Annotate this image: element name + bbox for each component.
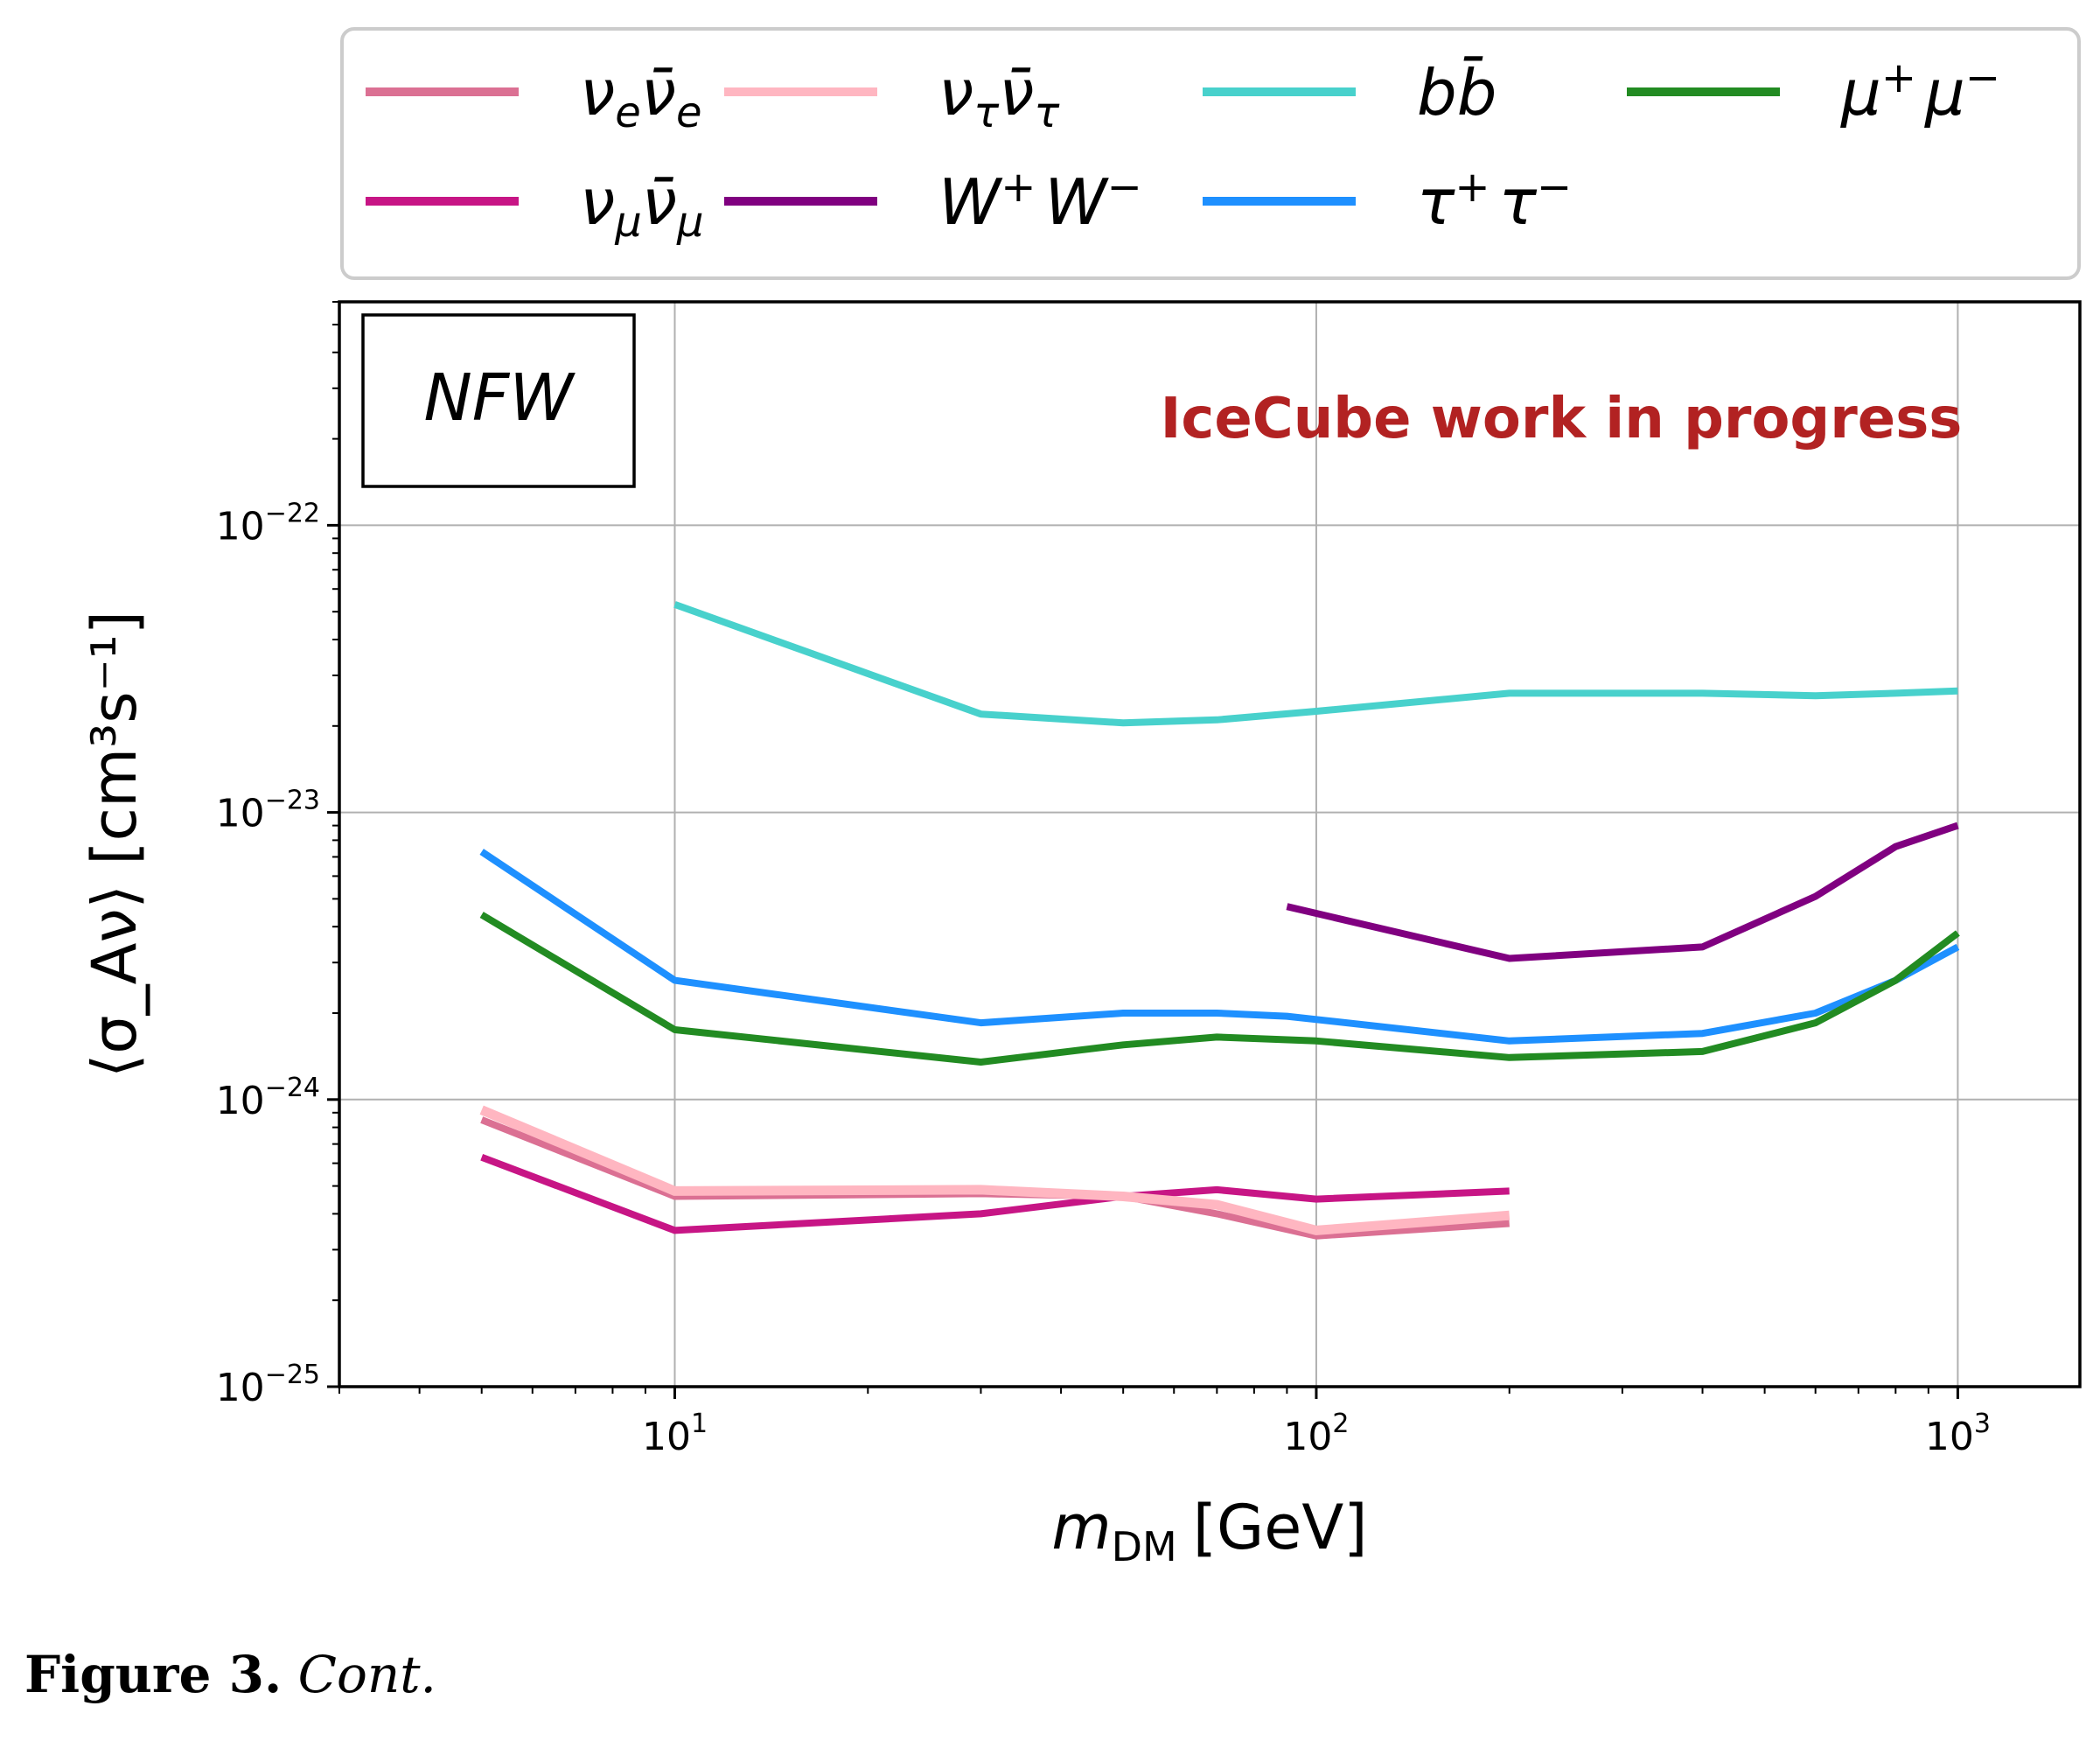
figure-caption: Figure 3. Cont. <box>24 1645 436 1704</box>
plot-frame <box>338 300 2082 1388</box>
caption-text: Cont. <box>297 1645 436 1704</box>
y-tick-label: 10−22 <box>216 498 320 549</box>
axis-ticks: 101 102 103 10−25 10−24 10−23 10−22 <box>216 301 1991 1459</box>
y-tick-label: 10−23 <box>216 786 320 836</box>
y-tick-label: 10−24 <box>216 1073 320 1123</box>
legend-label: μ+ μ− <box>1840 53 2000 129</box>
legend-label: ντν̄τ <box>938 56 1060 137</box>
y-tick-label: 10−25 <box>216 1360 320 1410</box>
legend-label: W+ W− <box>938 163 1142 239</box>
x-tick-label: 101 <box>642 1409 708 1459</box>
legend-label: νeν̄e <box>580 56 702 137</box>
y-axis-label: ⟨σ_Aν⟩ [cm³s⁻¹] <box>79 611 150 1078</box>
x-axis-label: mDM [GeV] <box>1051 1492 1367 1570</box>
annotation: IceCube work in progress <box>1161 387 1963 451</box>
series-line <box>479 1105 1510 1235</box>
profile-label: NFW <box>423 360 576 436</box>
caption-label: Figure 3. <box>24 1645 283 1704</box>
x-tick-label: 102 <box>1283 1409 1349 1459</box>
x-tick-label: 103 <box>1925 1409 1991 1459</box>
profile-box <box>361 313 636 488</box>
legend-label: bb̄ <box>1417 56 1497 129</box>
series-line <box>479 912 1960 1066</box>
series-line <box>479 849 1960 1045</box>
legend: νeν̄e ντν̄τ bb̄ μ+ μ− νμν̄μ W+ W− τ+ τ− <box>366 53 2000 247</box>
series-line <box>673 601 1958 727</box>
series-line <box>1286 822 1959 962</box>
legend-label: νμν̄μ <box>580 165 704 247</box>
legend-label: τ+ τ− <box>1417 163 1572 239</box>
series-lines <box>479 601 1960 1240</box>
